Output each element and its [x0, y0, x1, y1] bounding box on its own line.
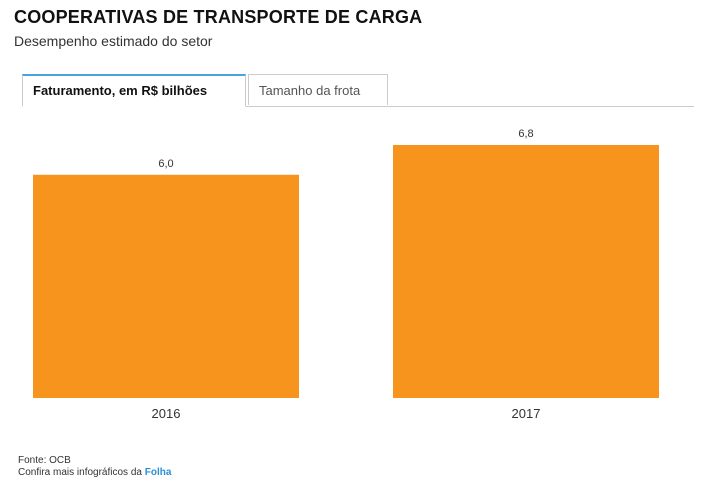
- value-label-2017: 6,8: [518, 128, 533, 140]
- source-note: Fonte: OCB: [18, 455, 71, 466]
- bar-chart: 6,0 2016 6,8 2017: [33, 128, 659, 421]
- tab-faturamento[interactable]: Faturamento, em R$ bilhões: [22, 74, 246, 107]
- more-infographics-text: Confira mais infográficos da: [18, 467, 145, 478]
- tab-tamanho-frota[interactable]: Tamanho da frota: [248, 74, 388, 105]
- chart-title: COOPERATIVAS DE TRANSPORTE DE CARGA: [14, 7, 423, 27]
- x-tick-label-2016: 2016: [152, 406, 181, 421]
- x-tick-label-2017: 2017: [512, 406, 541, 421]
- folha-link[interactable]: Folha: [144, 467, 172, 478]
- bar-2017: [393, 145, 659, 398]
- more-infographics-note: Confira mais infográficos da Folha: [18, 467, 171, 478]
- chart-subtitle: Desempenho estimado do setor: [14, 33, 213, 49]
- tab-bar: Faturamento, em R$ bilhões Tamanho da fr…: [22, 74, 694, 107]
- value-label-2016: 6,0: [158, 158, 173, 170]
- bar-2016: [33, 174, 299, 398]
